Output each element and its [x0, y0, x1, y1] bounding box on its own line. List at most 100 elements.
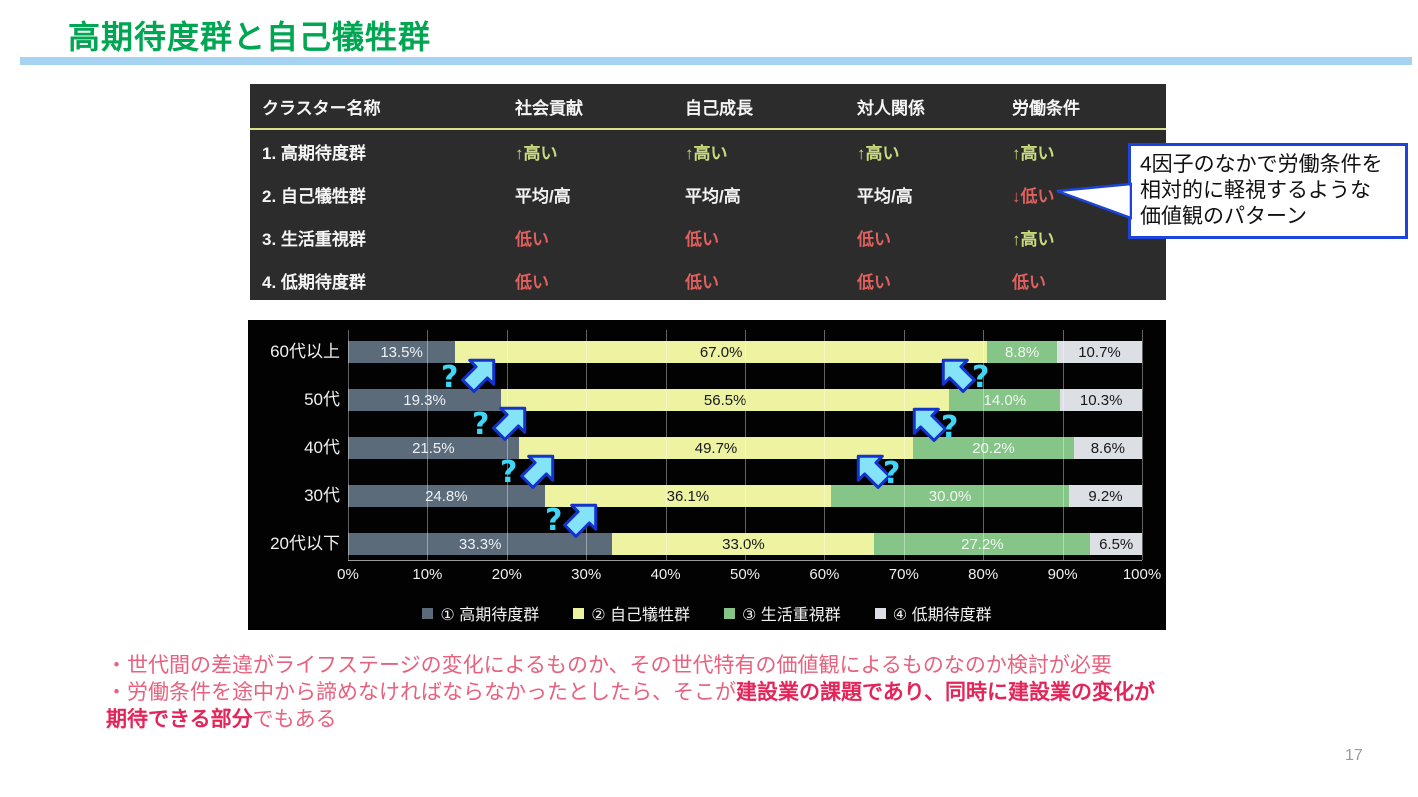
- table-cell: ↑高い: [857, 144, 900, 163]
- gridline: [1142, 330, 1143, 560]
- table-cell: ↑高い: [1012, 230, 1055, 249]
- chart-category-labels: 60代以上 50代 40代 30代 20代以下: [248, 328, 340, 560]
- table-cell: ↓低い: [1012, 187, 1055, 206]
- notes: ・世代間の差違がライフステージの変化によるものか、その世代特有の価値観によるもの…: [106, 652, 1376, 733]
- bar-segment: 13.5%: [348, 341, 456, 363]
- bar-row: 19.3% 56.5% 14.0% 10.3%: [348, 389, 1142, 411]
- bar-segment: 21.5%: [348, 437, 519, 459]
- table-row-name: 4. 低期待度群: [262, 273, 366, 292]
- legend-label: ③ 生活重視群: [742, 607, 841, 624]
- table-cell: ↑高い: [515, 144, 558, 163]
- table-cell: 低い: [1012, 273, 1046, 292]
- bar-segment: 8.6%: [1073, 437, 1142, 459]
- category-label: 30代: [304, 486, 340, 505]
- table-header-social: 社会貢献: [515, 98, 583, 118]
- legend-label: ① 高期待度群: [440, 607, 540, 624]
- table-row: 1. 高期待度群 ↑高い ↑高い ↑高い ↑高い: [250, 130, 1166, 173]
- note-line: ・労働条件を途中から諦めなければならなかったとしたら、そこが建設業の課題であり、…: [106, 679, 1376, 706]
- table-cell: ↑高い: [1012, 144, 1055, 163]
- note-text: でもある: [252, 708, 337, 731]
- gridline: [506, 330, 508, 560]
- chart-axis: 0% 10% 20% 30% 40% 50% 60% 70% 80% 90% 100%: [337, 566, 1161, 586]
- bar-segment: 8.8%: [987, 341, 1058, 363]
- age-cluster-chart: 60代以上 50代 40代 30代 20代以下 13.5% 67.0% 8.8% 10.7% 1…: [248, 320, 1166, 630]
- bar-segment: 6.5%: [1090, 533, 1142, 555]
- table-header-row: クラスター名称 社会貢献 自己成長 対人関係 労働条件: [250, 84, 1166, 130]
- bar-segment: 56.5%: [501, 389, 950, 411]
- bar-row: 13.5% 67.0% 8.8% 10.7%: [348, 341, 1142, 363]
- table-row-name: 3. 生活重視群: [262, 230, 366, 249]
- note-text: ・世代間の差違がライフステージの変化によるものか、その世代特有の価値観によるもの…: [106, 654, 1112, 677]
- title-underline-bar: [20, 57, 1412, 65]
- table-row: 4. 低期待度群 低い 低い 低い 低い: [250, 259, 1166, 302]
- bar-segment: 10.7%: [1057, 341, 1142, 363]
- axis-tick-label: 20%: [491, 566, 522, 583]
- bar-segment: 33.3%: [348, 533, 613, 555]
- bar-segment: 10.3%: [1060, 389, 1142, 411]
- bar-segment: 27.2%: [874, 533, 1091, 555]
- table-header-growth: 自己成長: [685, 98, 753, 118]
- legend-item: ④ 低期待度群: [874, 601, 992, 625]
- chart-legend: ① 高期待度群 ② 自己犠牲群 ③ 生活重視群 ④ 低期待度群: [248, 601, 1166, 625]
- gridline: [586, 330, 588, 560]
- axis-tick-label: 70%: [888, 566, 919, 583]
- legend-swatch: [422, 607, 434, 619]
- legend-label: ④ 低期待度群: [892, 607, 992, 624]
- bar-segment: 49.7%: [518, 437, 914, 459]
- axis-tick-label: 100%: [1122, 566, 1162, 583]
- note-line: 期待できる部分でもある: [106, 706, 1376, 733]
- table-row: 3. 生活重視群 低い 低い 低い ↑高い: [250, 216, 1166, 259]
- bar-segment: 24.8%: [348, 485, 545, 507]
- axis-tick-label: 30%: [571, 566, 602, 583]
- table-cell: 低い: [515, 230, 549, 249]
- axis-tick-label: 80%: [968, 566, 999, 583]
- note-line: ・世代間の差違がライフステージの変化によるものか、その世代特有の価値観によるもの…: [106, 652, 1376, 679]
- table-cell: 低い: [685, 230, 719, 249]
- legend-swatch: [724, 607, 735, 619]
- axis-tick-label: 10%: [412, 566, 443, 583]
- bar-segment: 30.0%: [831, 485, 1070, 507]
- table-cell: 低い: [857, 273, 891, 292]
- gridline: [427, 330, 429, 560]
- axis-tick-label: 50%: [729, 566, 761, 583]
- table-cell: 平均/高: [685, 187, 741, 206]
- bar-row: 24.8% 36.1% 30.0% 9.2%: [348, 485, 1142, 507]
- table-cell: 低い: [857, 230, 891, 249]
- gridline: [745, 330, 746, 560]
- bar-row: 21.5% 49.7% 20.2% 8.6%: [348, 437, 1142, 459]
- bar-segment: 33.0%: [612, 533, 875, 555]
- table-row-name: 2. 自己犠牲群: [262, 187, 366, 206]
- note-text-bold: 建設業の課題であり、同時に建設業の変化が: [736, 681, 1155, 704]
- legend-item: ② 自己犠牲群: [573, 601, 690, 625]
- chart-plot: 13.5% 67.0% 8.8% 10.7% 19.3% 56.5% 14.0% 10.3% 2…: [348, 328, 1143, 561]
- bar-segment: 14.0%: [949, 389, 1061, 411]
- table-header-relations: 対人関係: [857, 98, 925, 118]
- gridline: [903, 330, 905, 560]
- bar-row: 33.3% 33.0% 27.2% 6.5%: [348, 533, 1142, 555]
- bar-segment: 9.2%: [1069, 485, 1142, 507]
- bar-segment: 67.0%: [455, 341, 988, 363]
- table-cell: 低い: [685, 273, 719, 292]
- note-text-bold: 期待できる部分: [106, 708, 253, 731]
- gridline: [983, 330, 985, 560]
- category-label: 20代以下: [270, 534, 340, 553]
- axis-tick-label: 90%: [1047, 566, 1078, 583]
- page-title: 高期待度群と自己犠牲群: [68, 19, 432, 55]
- callout-line: 価値観のパターン: [1140, 205, 1307, 228]
- legend-swatch: [573, 607, 585, 619]
- cluster-table: クラスター名称 社会貢献 自己成長 対人関係 労働条件 1. 高期待度群 ↑高い…: [250, 84, 1166, 300]
- table-header-cluster: クラスター名称: [262, 98, 381, 118]
- legend-label: ② 自己犠牲群: [591, 607, 690, 624]
- legend-item: ① 高期待度群: [422, 601, 539, 625]
- axis-tick-label: 0%: [337, 566, 359, 583]
- table-cell: 平均/高: [857, 187, 913, 206]
- page-number: 17: [1345, 747, 1363, 764]
- gridline: [665, 330, 667, 560]
- gridline: [348, 330, 349, 560]
- callout-line: 相対的に軽視するような: [1140, 179, 1371, 202]
- legend-swatch: [874, 607, 886, 619]
- gridline: [824, 330, 826, 560]
- category-label: 40代: [304, 438, 340, 457]
- table-header-conditions: 労働条件: [1012, 98, 1080, 118]
